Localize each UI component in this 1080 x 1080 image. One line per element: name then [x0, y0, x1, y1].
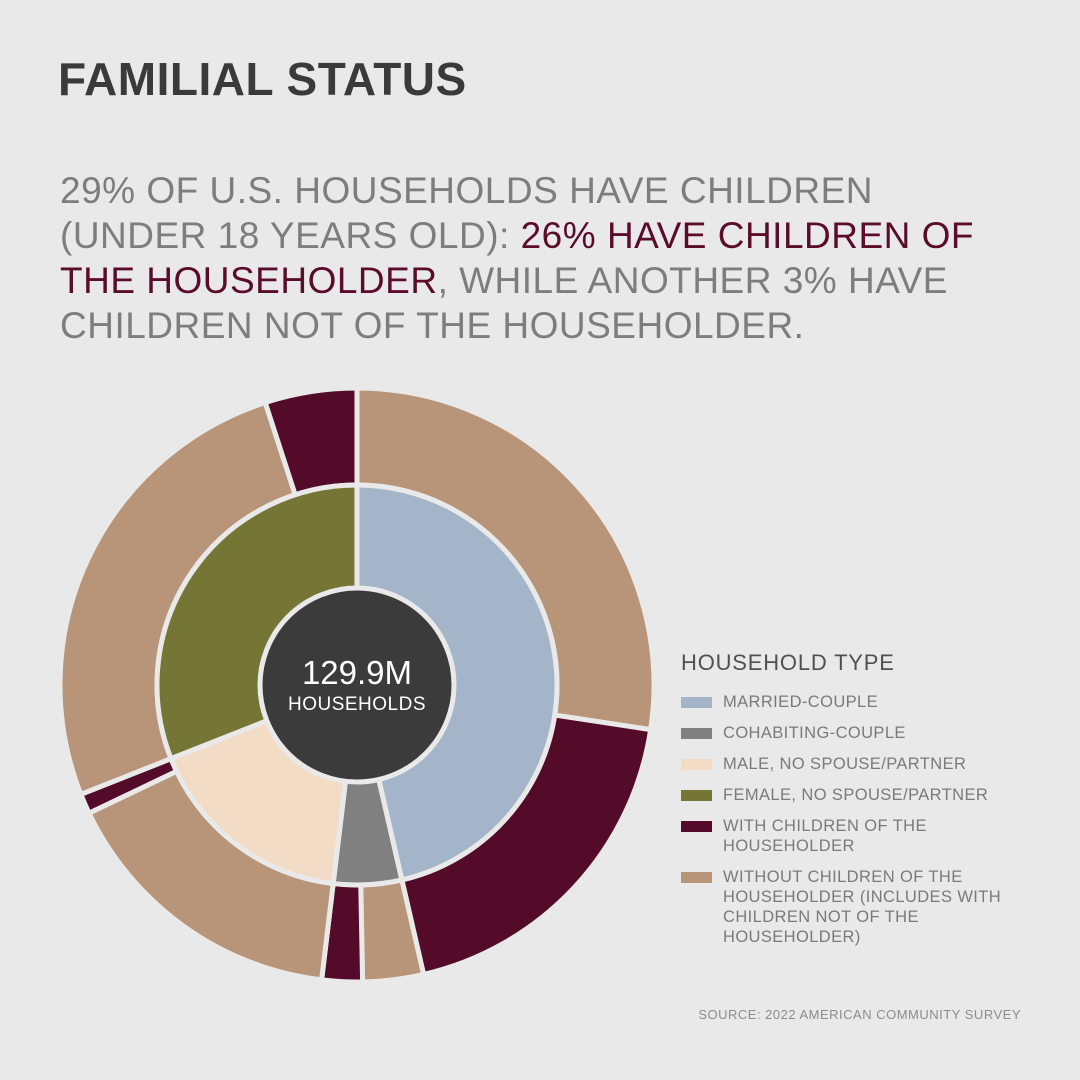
legend-label: WITH CHILDREN OF THE HOUSEHOLDER — [723, 817, 927, 855]
outer-ring — [57, 385, 657, 985]
legend-item: WITHOUT CHILDREN OF THE HOUSEHOLDER (INC… — [681, 867, 1061, 947]
legend-label: MARRIED-COUPLE — [723, 693, 879, 711]
legend-label: MALE, NO SPOUSE/PARTNER — [723, 755, 967, 773]
inner-ring — [154, 482, 560, 888]
center-value: 129.9M — [302, 654, 412, 691]
legend-label: COHABITING-COUPLE — [723, 724, 906, 742]
donut-chart: 129.9M HOUSEHOLDS — [57, 385, 657, 985]
legend-swatch — [681, 759, 712, 770]
subtitle-part2: , WHILE ANOTHER 3% HAVE CHILDREN NOT OF … — [60, 260, 948, 346]
subtitle: 29% OF U.S. HOUSEHOLDS HAVE CHILDREN (UN… — [60, 168, 1020, 348]
legend-swatch — [681, 821, 712, 832]
center-disc — [257, 585, 457, 785]
legend: HOUSEHOLD TYPE MARRIED-COUPLE COHABITING… — [681, 650, 1061, 958]
legend-item: MALE, NO SPOUSE/PARTNER — [681, 754, 1061, 774]
legend-item: MARRIED-COUPLE — [681, 692, 1061, 712]
legend-title: HOUSEHOLD TYPE — [681, 650, 895, 675]
legend-swatch — [681, 790, 712, 801]
legend-label: WITHOUT CHILDREN OF THE HOUSEHOLDER (INC… — [723, 868, 1002, 946]
center-label: HOUSEHOLDS — [288, 694, 426, 715]
subtitle-part1: 29% OF U.S. HOUSEHOLDS HAVE CHILDREN (UN… — [60, 170, 873, 256]
page-title: FAMILIAL STATUS — [58, 53, 467, 105]
legend-item: WITH CHILDREN OF THE HOUSEHOLDER — [681, 816, 1061, 856]
source-note: SOURCE: 2022 AMERICAN COMMUNITY SURVEY — [698, 1007, 1021, 1022]
legend-item: FEMALE, NO SPOUSE/PARTNER — [681, 785, 1061, 805]
legend-swatch — [681, 728, 712, 739]
legend-label: FEMALE, NO SPOUSE/PARTNER — [723, 786, 989, 804]
legend-item: COHABITING-COUPLE — [681, 723, 1061, 743]
subtitle-highlight: 26% HAVE CHILDREN OF THE HOUSEHOLDER — [60, 215, 975, 301]
legend-swatch — [681, 872, 712, 883]
legend-swatch — [681, 697, 712, 708]
